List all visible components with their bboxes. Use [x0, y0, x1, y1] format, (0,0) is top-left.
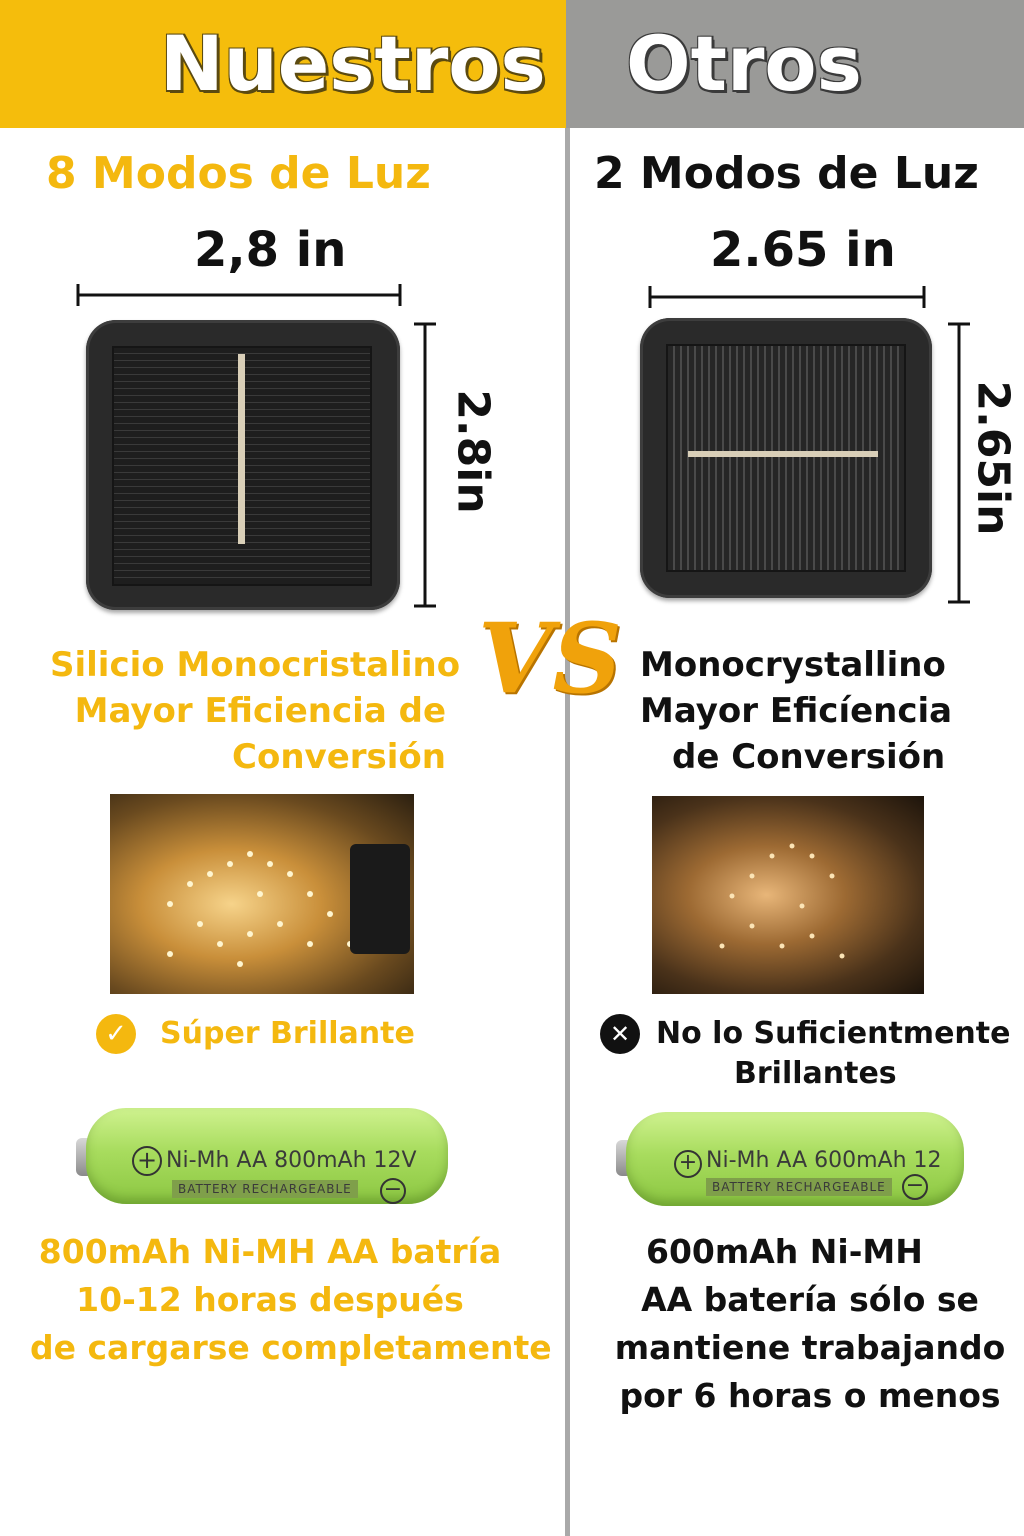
right-battery: + Ni-Mh AA 600mAh 12 BATTERY RECHARGEABL… [626, 1112, 964, 1206]
right-string-lights-photo [652, 796, 924, 994]
vs-label: VS [478, 602, 622, 715]
left-description: Silicio Monocristalino Mayor Eficiencia … [50, 642, 461, 780]
left-description-line: Mayor Eficiencia de [74, 691, 446, 731]
left-solar-panel [86, 320, 400, 610]
left-battery: + Ni-Mh AA 800mAh 12V BATTERY RECHARGEAB… [86, 1108, 448, 1204]
right-height-label: 2.65in [967, 380, 1019, 536]
right-solar-panel [640, 318, 932, 598]
right-battery-subtitle: BATTERY RECHARGEABLE [706, 1178, 892, 1196]
left-bottom-line: 10-12 horas después [76, 1280, 464, 1319]
right-description-line: Monocrystallino [640, 645, 946, 685]
right-description: Monocrystallino Mayor Eficíencia de Conv… [640, 642, 952, 780]
left-string-lights-photo [110, 794, 414, 994]
right-solar-cell [666, 344, 906, 572]
left-height-label: 2.8in [447, 389, 499, 514]
plus-icon: + [674, 1150, 702, 1178]
cross-icon: ✕ [600, 1014, 640, 1054]
right-bottom-line: 600mAh Ni-MH [646, 1232, 923, 1271]
right-bottom-line: por 6 horas o menos [619, 1376, 1001, 1415]
left-battery-label: Ni-Mh AA 800mAh 12V [166, 1148, 417, 1173]
header-others: Otros [566, 0, 1024, 128]
left-bottom-line: 800mAh Ni-MH AA batría [38, 1232, 502, 1271]
left-light-modes: 8 Modos de Luz [46, 148, 431, 199]
minus-icon: − [902, 1174, 928, 1200]
right-height-arrow [948, 322, 970, 604]
header-ours-title: Nuestros [160, 19, 546, 108]
right-description-line: Mayor Eficíencia [640, 691, 953, 731]
right-brightness-line1: No lo Suficientmente [656, 1016, 1011, 1051]
right-brightness-line2: Brillantes [734, 1056, 897, 1091]
check-icon: ✓ [96, 1014, 136, 1054]
right-battery-label: Ni-Mh AA 600mAh 12 [706, 1148, 942, 1173]
right-bottom-line: mantiene trabajando [614, 1328, 1006, 1367]
right-battery-description: 600mAh Ni-MH AA batería sólo se mantiene… [600, 1228, 1020, 1420]
left-width-label: 2,8 in [194, 222, 347, 278]
right-description-line: de Conversión [672, 737, 946, 777]
right-busbar [688, 451, 878, 457]
right-bottom-line: AA batería sólo se [641, 1280, 979, 1319]
left-busbar [238, 354, 245, 544]
left-height-arrow [414, 322, 436, 608]
right-light-modes: 2 Modos de Luz [594, 148, 979, 199]
left-bottom-line: de cargarse completamente [30, 1328, 552, 1367]
plus-icon: + [132, 1146, 162, 1176]
left-battery-subtitle: BATTERY RECHARGEABLE [172, 1180, 358, 1198]
left-width-arrow [76, 284, 402, 306]
left-description-line: Conversión [232, 737, 446, 777]
header-ours: Nuestros [0, 0, 566, 128]
right-width-label: 2.65 in [710, 222, 896, 278]
left-description-line: Silicio Monocristalino [50, 645, 461, 685]
left-brightness: Súper Brillante [160, 1016, 415, 1051]
right-width-arrow [648, 286, 926, 308]
left-battery-description: 800mAh Ni-MH AA batría 10-12 horas despu… [30, 1228, 552, 1372]
header-others-title: Otros [626, 19, 862, 108]
minus-icon: − [380, 1178, 406, 1204]
column-divider [565, 128, 570, 1536]
